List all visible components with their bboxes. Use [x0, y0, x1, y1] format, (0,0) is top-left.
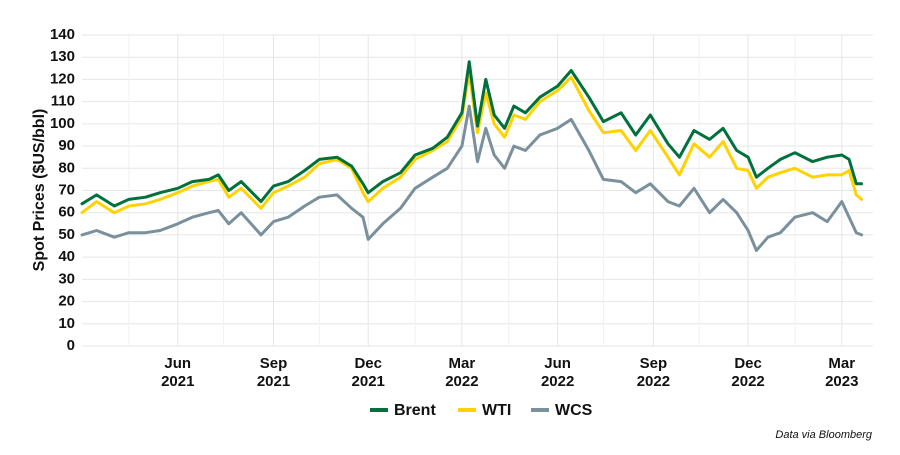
y-tick-label: 60 — [58, 204, 75, 221]
series-line-wcs — [80, 104, 864, 252]
x-tick-label-year: 2021 — [257, 373, 290, 390]
y-tick-label: 20 — [58, 293, 75, 310]
y-tick-label: 80 — [58, 159, 75, 176]
legend-label-brent: Brent — [394, 402, 436, 419]
y-tick-label: 50 — [58, 226, 75, 243]
y-tick-label: 0 — [67, 337, 75, 354]
legend-label-wcs: WCS — [555, 402, 593, 419]
x-tick-label-month: Dec — [354, 355, 382, 372]
x-tick-label-month: Dec — [734, 355, 762, 372]
x-axis-ticks: Jun2021Sep2021Dec2021Mar2022Jun2022Sep20… — [161, 355, 858, 390]
x-tick-label-month: Jun — [544, 355, 571, 372]
x-tick-label-year: 2022 — [445, 373, 478, 390]
source-note: Data via Bloomberg — [775, 429, 872, 441]
legend-label-wti: WTI — [482, 402, 511, 419]
y-tick-label: 30 — [58, 270, 75, 287]
y-tick-label: 10 — [58, 315, 75, 332]
series-line-brent — [80, 60, 864, 208]
x-tick-label-year: 2021 — [352, 373, 385, 390]
y-tick-label: 40 — [58, 248, 75, 265]
series-line-wti — [80, 71, 864, 215]
x-tick-label-year: 2021 — [161, 373, 194, 390]
x-tick-label-month: Mar — [449, 355, 476, 372]
gridlines — [82, 34, 873, 347]
y-tick-label: 90 — [58, 137, 75, 154]
y-tick-label: 130 — [50, 48, 75, 65]
y-tick-label: 100 — [50, 115, 75, 132]
x-tick-label-month: Sep — [260, 355, 288, 372]
y-tick-label: 120 — [50, 70, 75, 87]
x-tick-label-month: Jun — [164, 355, 191, 372]
series-lines — [80, 60, 864, 252]
y-tick-label: 110 — [51, 93, 75, 110]
legend: Brent WTI WCS — [370, 402, 593, 419]
x-tick-label-year: 2023 — [825, 373, 858, 390]
y-tick-label: 70 — [58, 181, 75, 198]
x-tick-label-month: Sep — [640, 355, 668, 372]
x-tick-label-year: 2022 — [731, 373, 764, 390]
x-tick-label-year: 2022 — [637, 373, 670, 390]
y-axis-ticks: 0 10 20 30 40 50 60 70 80 90 100 110 120 130 140 — [50, 26, 75, 354]
y-tick-label: 140 — [50, 26, 75, 43]
y-axis-title: Spot Prices ($US/bbl) — [31, 109, 48, 272]
x-tick-label-month: Mar — [828, 355, 855, 372]
x-tick-label-year: 2022 — [541, 373, 574, 390]
